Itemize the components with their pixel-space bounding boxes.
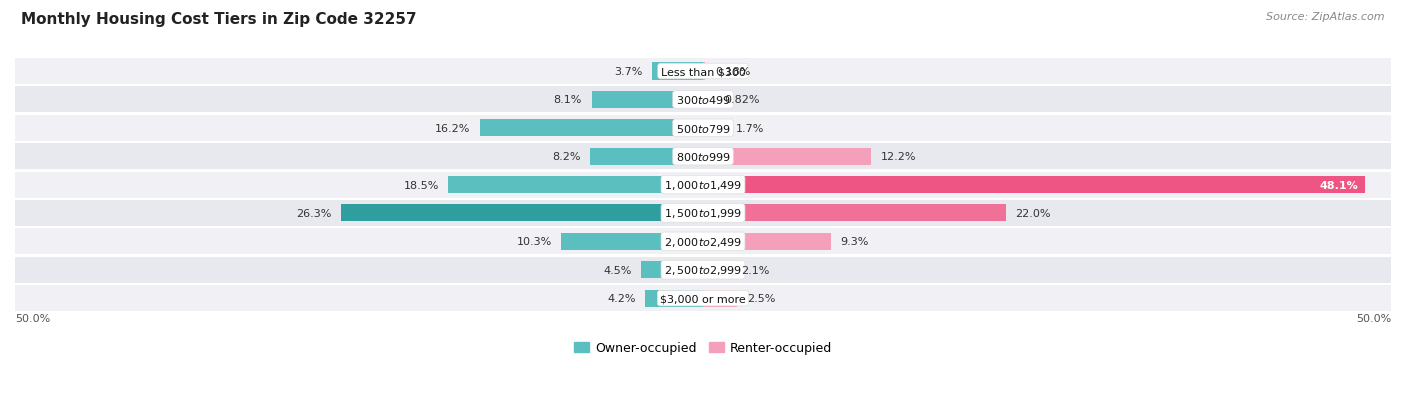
Bar <box>592 92 703 109</box>
Bar <box>641 261 703 279</box>
Bar <box>15 144 1391 170</box>
Text: Monthly Housing Cost Tiers in Zip Code 32257: Monthly Housing Cost Tiers in Zip Code 3… <box>21 12 416 27</box>
Bar <box>15 172 1391 198</box>
Text: Less than $300: Less than $300 <box>661 67 745 77</box>
Text: 2.5%: 2.5% <box>747 293 775 304</box>
Text: 16.2%: 16.2% <box>434 123 471 133</box>
Text: $500 to $799: $500 to $799 <box>675 123 731 135</box>
Bar <box>703 63 706 81</box>
Text: 2.1%: 2.1% <box>741 265 770 275</box>
Bar <box>652 63 703 81</box>
Bar <box>15 200 1391 226</box>
Bar <box>561 233 703 250</box>
Bar <box>15 257 1391 283</box>
Bar <box>342 205 703 222</box>
Text: 0.82%: 0.82% <box>724 95 759 105</box>
Bar <box>449 177 703 194</box>
Text: 50.0%: 50.0% <box>15 314 51 324</box>
Bar <box>703 205 1005 222</box>
Text: $2,500 to $2,999: $2,500 to $2,999 <box>664 263 742 277</box>
Text: Source: ZipAtlas.com: Source: ZipAtlas.com <box>1267 12 1385 22</box>
Text: 10.3%: 10.3% <box>516 237 551 247</box>
Text: 4.5%: 4.5% <box>603 265 631 275</box>
Text: $1,500 to $1,999: $1,500 to $1,999 <box>664 207 742 220</box>
Bar <box>15 116 1391 142</box>
Text: $3,000 or more: $3,000 or more <box>661 293 745 304</box>
Text: 48.1%: 48.1% <box>1319 180 1358 190</box>
Bar <box>703 261 733 279</box>
Bar <box>591 148 703 165</box>
Text: 22.0%: 22.0% <box>1015 209 1050 218</box>
Text: 12.2%: 12.2% <box>880 152 915 162</box>
Text: 0.18%: 0.18% <box>716 67 751 77</box>
Bar <box>15 59 1391 85</box>
Text: 9.3%: 9.3% <box>841 237 869 247</box>
Legend: Owner-occupied, Renter-occupied: Owner-occupied, Renter-occupied <box>574 341 832 354</box>
Bar <box>645 290 703 307</box>
Text: 4.2%: 4.2% <box>607 293 636 304</box>
Text: 50.0%: 50.0% <box>1355 314 1391 324</box>
Bar <box>703 290 737 307</box>
Bar <box>703 92 714 109</box>
Bar <box>703 233 831 250</box>
Text: 8.1%: 8.1% <box>554 95 582 105</box>
Text: $800 to $999: $800 to $999 <box>675 151 731 163</box>
Bar <box>15 87 1391 113</box>
Bar <box>703 177 1365 194</box>
Text: 18.5%: 18.5% <box>404 180 439 190</box>
Text: $2,000 to $2,499: $2,000 to $2,499 <box>664 235 742 248</box>
Bar <box>703 148 870 165</box>
Bar <box>703 120 727 137</box>
Text: 3.7%: 3.7% <box>614 67 643 77</box>
Text: 1.7%: 1.7% <box>735 123 765 133</box>
Text: 26.3%: 26.3% <box>297 209 332 218</box>
Bar <box>15 285 1391 311</box>
Text: $300 to $499: $300 to $499 <box>675 94 731 106</box>
Bar <box>15 229 1391 255</box>
Bar <box>479 120 703 137</box>
Text: $1,000 to $1,499: $1,000 to $1,499 <box>664 179 742 192</box>
Text: 8.2%: 8.2% <box>553 152 581 162</box>
